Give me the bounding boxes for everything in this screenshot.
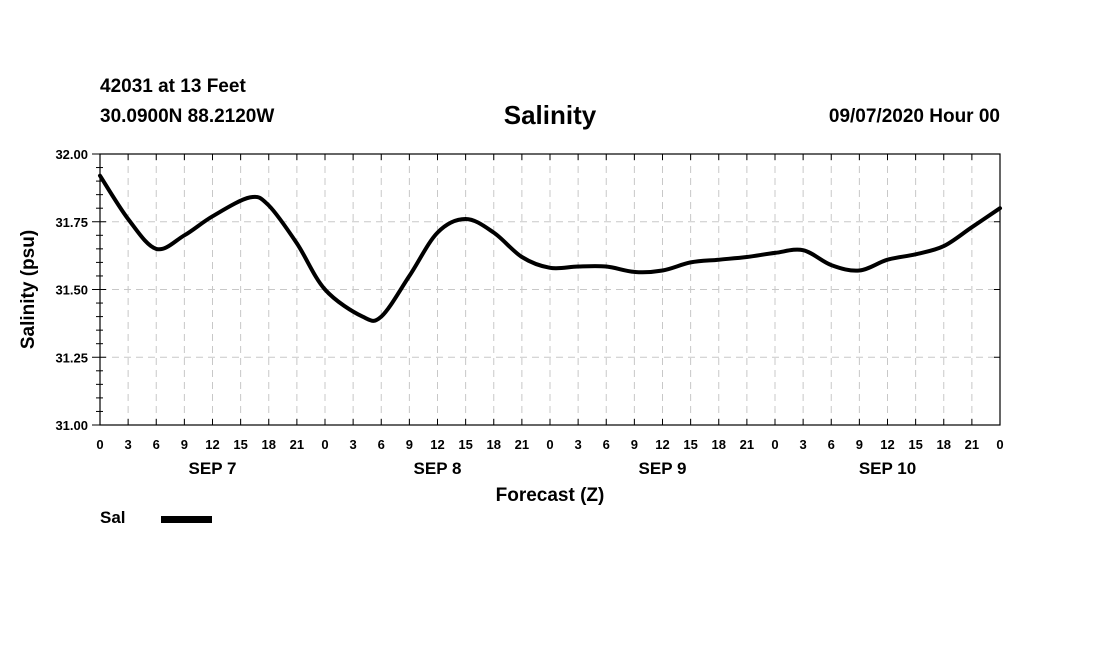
x-tick-label: 21 — [740, 437, 754, 452]
date-label: SEP 7 — [189, 459, 237, 478]
x-tick-label: 0 — [321, 437, 328, 452]
x-tick-label: 6 — [153, 437, 160, 452]
x-tick-label: 21 — [515, 437, 529, 452]
x-tick-label: 12 — [880, 437, 894, 452]
y-tick-label: 31.75 — [55, 215, 88, 230]
x-tick-label: 0 — [546, 437, 553, 452]
x-tick-label: 15 — [908, 437, 922, 452]
x-tick-label: 0 — [996, 437, 1003, 452]
station-label: 42031 at 13 Feet — [100, 76, 246, 97]
axis-tick-labels: 0 3 6 9 12 15 18 21 0 3 6 9 12 15 18 21 0 3 6 9 12 15 18 21 0 3 6 9… — [55, 147, 1003, 478]
x-tick-label: 18 — [937, 437, 951, 452]
x-tick-label: 12 — [655, 437, 669, 452]
x-tick-label: 0 — [96, 437, 103, 452]
x-tick-label: 9 — [631, 437, 638, 452]
salinity-series-line — [98, 173, 1002, 323]
y-tick-label: 31.25 — [55, 350, 88, 365]
date-label: SEP 9 — [639, 459, 687, 478]
x-tick-label: 9 — [406, 437, 413, 452]
x-tick-label: 18 — [262, 437, 276, 452]
x-tick-label: 15 — [458, 437, 472, 452]
x-tick-label: 15 — [233, 437, 247, 452]
x-tick-label: 6 — [828, 437, 835, 452]
x-tick-label: 3 — [125, 437, 132, 452]
date-label: SEP 10 — [859, 459, 916, 478]
x-tick-label: 9 — [181, 437, 188, 452]
legend-swatch — [161, 516, 212, 523]
x-tick-label: 3 — [350, 437, 357, 452]
x-tick-label: 18 — [487, 437, 501, 452]
x-tick-label: 15 — [683, 437, 697, 452]
x-tick-label: 21 — [965, 437, 979, 452]
legend-label: Sal — [100, 508, 126, 527]
x-tick-label: 18 — [712, 437, 726, 452]
y-tick-label: 31.00 — [55, 418, 88, 433]
x-axis-label: Forecast (Z) — [496, 485, 605, 506]
axis-ticks — [92, 153, 1001, 426]
x-tick-label: 21 — [290, 437, 304, 452]
x-tick-label: 6 — [378, 437, 385, 452]
x-tick-label: 9 — [856, 437, 863, 452]
x-tick-label: 12 — [205, 437, 219, 452]
y-tick-label: 32.00 — [55, 147, 88, 162]
date-label: SEP 8 — [414, 459, 462, 478]
grid-lines — [100, 154, 1000, 425]
x-tick-label: 12 — [430, 437, 444, 452]
coordinates-label: 30.0900N 88.2120W — [100, 106, 275, 127]
y-axis-label: Salinity (psu) — [18, 230, 39, 349]
x-tick-label: 3 — [575, 437, 582, 452]
x-tick-label: 3 — [800, 437, 807, 452]
y-tick-label: 31.50 — [55, 283, 88, 298]
x-tick-label: 0 — [771, 437, 778, 452]
forecast-datetime: 09/07/2020 Hour 00 — [828, 106, 1000, 127]
x-tick-label: 6 — [603, 437, 610, 452]
chart-title: Salinity — [503, 100, 597, 130]
